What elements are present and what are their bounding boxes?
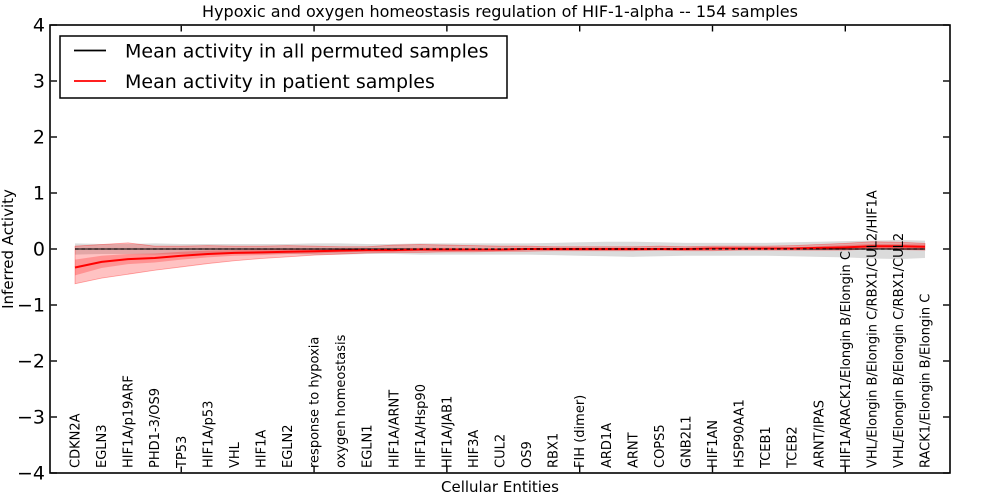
x-tick-label: GNB2L1	[679, 415, 694, 468]
x-tick-label: HIF1A/p53	[201, 401, 216, 468]
y-tick-label: 1	[33, 183, 45, 205]
y-tick-label: −3	[17, 407, 45, 429]
x-tick-label: EGLN2	[281, 424, 296, 468]
x-tick-label: FIH (dimer)	[573, 395, 588, 468]
x-tick-labels: CDKN2A EGLN3 HIF1A/p19ARF PHD1-3/OS9 TP53 HIF…	[69, 190, 934, 469]
x-tick-label: TCEB2	[786, 426, 801, 469]
y-tick-label: −1	[17, 295, 45, 317]
y-tick-label: 4	[33, 15, 45, 37]
axis-ticks	[50, 24, 950, 474]
x-tick-label: ARNT	[626, 432, 641, 468]
y-tick-label: −2	[17, 351, 45, 373]
legend-label-patient: Mean activity in patient samples	[125, 71, 435, 93]
x-tick-label: HIF1A/p19ARF	[122, 375, 137, 468]
x-tick-label: HIF1A/RACK1/Elongin B/Elongin C	[839, 251, 854, 468]
y-tick-label: 0	[33, 239, 45, 261]
y-tick-label: 3	[33, 71, 45, 93]
x-tick-label: PHD1-3/OS9	[148, 388, 163, 468]
x-tick-label: TP53	[175, 436, 190, 469]
legend-box	[59, 35, 508, 99]
x-tick-label: TCEB1	[759, 426, 774, 469]
x-tick-label: oxygen homeostasis	[334, 334, 349, 468]
x-tick-label: COPS5	[653, 424, 668, 468]
y-tick-label: 2	[33, 127, 45, 149]
x-tick-label: CUL2	[494, 434, 509, 468]
legend: Mean activity in all permuted samples Me…	[59, 35, 508, 99]
x-tick-label: OS9	[520, 441, 535, 468]
x-tick-label: CDKN2A	[69, 413, 84, 468]
x-tick-label: RACK1/Elongin B/Elongin C	[919, 294, 934, 468]
legend-label-permuted: Mean activity in all permuted samples	[125, 41, 488, 63]
x-tick-label: HIF1A/JAB1	[440, 396, 455, 468]
plot-series	[74, 240, 926, 285]
y-axis-label: Inferred Activity	[0, 189, 17, 309]
x-tick-label: EGLN1	[361, 424, 376, 468]
x-tick-label: HSP90AA1	[733, 399, 748, 468]
x-tick-label: HIF1A/ARNT	[387, 390, 402, 468]
x-tick-label: ARNT/IPAS	[812, 400, 827, 468]
chart-title: Hypoxic and oxygen homeostasis regulatio…	[202, 2, 798, 21]
x-tick-label: HIF3A	[467, 430, 482, 468]
x-tick-label: HIF1A/Hsp90	[414, 384, 429, 468]
y-tick-label: −4	[17, 463, 45, 485]
x-tick-label: RBX1	[547, 433, 562, 468]
x-tick-label: HIF1A	[254, 430, 269, 468]
y-tick-labels: −4 −3 −2 −1 0 1 2 3 4	[17, 15, 45, 485]
x-tick-label: VHL/Elongin B/Elongin C/RBX1/CUL2	[892, 233, 907, 468]
x-tick-label: HIF1AN	[706, 420, 721, 468]
x-tick-label: EGLN3	[95, 424, 110, 468]
x-tick-label: VHL/Elongin B/Elongin C/RBX1/CUL2/HIF1A	[865, 190, 880, 468]
x-tick-label: ARD1A	[600, 423, 615, 468]
plot-border	[49, 24, 951, 474]
x-tick-label: VHL	[228, 441, 243, 468]
x-tick-label: response to hypoxia	[308, 337, 323, 468]
x-axis-label: Cellular Entities	[441, 478, 559, 496]
